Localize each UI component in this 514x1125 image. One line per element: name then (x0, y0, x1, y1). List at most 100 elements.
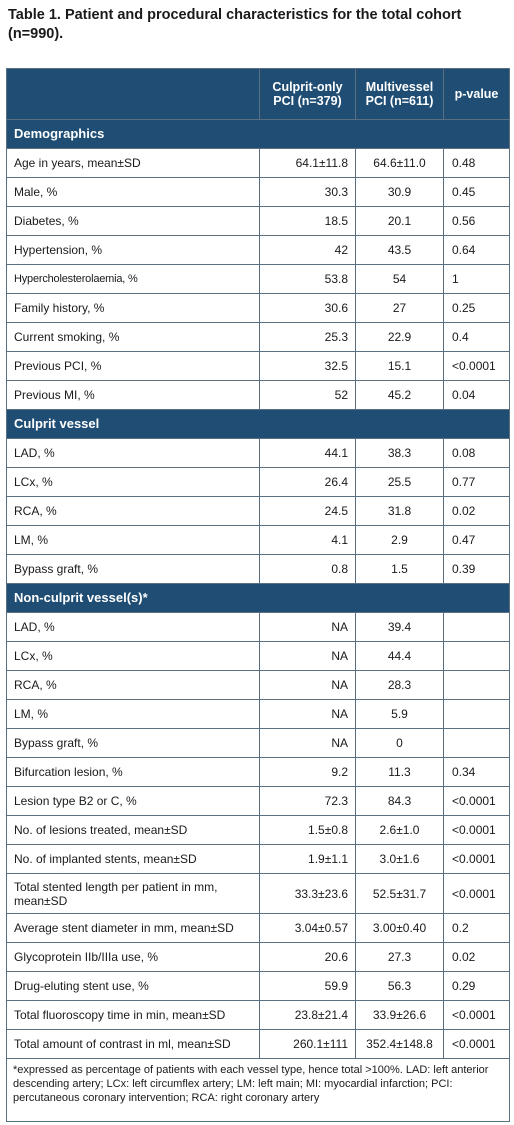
multivessel-value: 15.1 (355, 351, 444, 381)
p-value: <0.0001 (443, 1000, 510, 1030)
multivessel-value: 84.3 (355, 786, 444, 816)
multivessel-value: 22.9 (355, 322, 444, 352)
multivessel-value: 56.3 (355, 971, 444, 1001)
row-label: RCA, % (6, 496, 260, 526)
table-row: Lesion type B2 or C, % 72.3 84.3 <0.0001 (6, 786, 510, 816)
table-title: Table 1. Patient and procedural characte… (8, 7, 462, 42)
table-row: Total fluoroscopy time in min, mean±SD 23… (6, 1000, 510, 1030)
row-label: Drug-eluting stent use, % (6, 971, 260, 1001)
culprit-only-value: 32.5 (259, 351, 356, 381)
row-label: Bifurcation lesion, % (6, 757, 260, 787)
row-label: LAD, % (6, 438, 260, 468)
section-label: Non-culprit vessel(s)* (6, 583, 510, 613)
p-value: 0.04 (443, 380, 510, 410)
culprit-only-value: 52 (259, 380, 356, 410)
table-row: Bypass graft, % NA 0 (6, 728, 510, 758)
culprit-only-value: NA (259, 641, 356, 671)
culprit-only-value: 4.1 (259, 525, 356, 555)
culprit-only-value: 26.4 (259, 467, 356, 497)
multivessel-value: 3.00±0.40 (355, 913, 444, 943)
footnote-row: *expressed as percentage of patients wit… (6, 1058, 510, 1122)
culprit-only-value: 64.1±11.8 (259, 148, 356, 178)
table-row: Male, % 30.3 30.9 0.45 (6, 177, 510, 207)
p-value: <0.0001 (443, 351, 510, 381)
multivessel-value: 0 (355, 728, 444, 758)
row-label: Total fluoroscopy time in min, mean±SD (6, 1000, 260, 1030)
p-value: 0.4 (443, 322, 510, 352)
table-row: Bypass graft, % 0.8 1.5 0.39 (6, 554, 510, 584)
table-row: RCA, % NA 28.3 (6, 670, 510, 700)
multivessel-value: 20.1 (355, 206, 444, 236)
row-label: Total stented length per patient in mm, … (6, 873, 260, 914)
section-header-non-culprit-vessel: Non-culprit vessel(s)* (6, 583, 510, 613)
p-value: 0.64 (443, 235, 510, 265)
row-label: LCx, % (6, 641, 260, 671)
culprit-only-value: 42 (259, 235, 356, 265)
culprit-only-value: 9.2 (259, 757, 356, 787)
table-row: Hypertension, % 42 43.5 0.64 (6, 235, 510, 265)
multivessel-value: 2.6±1.0 (355, 815, 444, 845)
p-value: 0.39 (443, 554, 510, 584)
row-label: Bypass graft, % (6, 554, 260, 584)
multivessel-value: 30.9 (355, 177, 444, 207)
p-value: <0.0001 (443, 844, 510, 874)
p-value: 0.02 (443, 942, 510, 972)
p-value: 0.29 (443, 971, 510, 1001)
multivessel-value: 45.2 (355, 380, 444, 410)
row-label: Total amount of contrast in ml, mean±SD (6, 1029, 260, 1059)
culprit-only-value: NA (259, 728, 356, 758)
culprit-only-value: 59.9 (259, 971, 356, 1001)
p-value (443, 728, 510, 758)
table-row: Glycoprotein IIb/IIIa use, % 20.6 27.3 0.02 (6, 942, 510, 972)
table-row: RCA, % 24.5 31.8 0.02 (6, 496, 510, 526)
footnote: *expressed as percentage of patients wit… (6, 1058, 510, 1122)
row-label: No. of lesions treated, mean±SD (6, 815, 260, 845)
multivessel-value: 25.5 (355, 467, 444, 497)
table-row: Current smoking, % 25.3 22.9 0.4 (6, 322, 510, 352)
culprit-only-value: 20.6 (259, 942, 356, 972)
multivessel-value: 54 (355, 264, 444, 294)
culprit-only-value: 30.6 (259, 293, 356, 323)
row-label: RCA, % (6, 670, 260, 700)
row-label: Glycoprotein IIb/IIIa use, % (6, 942, 260, 972)
section-label: Demographics (6, 119, 510, 149)
culprit-only-value: 30.3 (259, 177, 356, 207)
row-label: Lesion type B2 or C, % (6, 786, 260, 816)
table-row: LM, % 4.1 2.9 0.47 (6, 525, 510, 555)
table-row: Total amount of contrast in ml, mean±SD 2… (6, 1029, 510, 1059)
p-value (443, 641, 510, 671)
culprit-only-value: 72.3 (259, 786, 356, 816)
row-label: No. of implanted stents, mean±SD (6, 844, 260, 874)
table-row: No. of lesions treated, mean±SD 1.5±0.8 2.… (6, 815, 510, 845)
row-label: Male, % (6, 177, 260, 207)
table-row: Bifurcation lesion, % 9.2 11.3 0.34 (6, 757, 510, 787)
table-row: Hypercholesterolaemia, % 53.8 54 1 (6, 264, 510, 294)
multivessel-value: 28.3 (355, 670, 444, 700)
multivessel-value: 27 (355, 293, 444, 323)
row-label: Current smoking, % (6, 322, 260, 352)
table-row: Average stent diameter in mm, mean±SD 3.0… (6, 913, 510, 943)
p-value: 0.25 (443, 293, 510, 323)
table-row: Drug-eluting stent use, % 59.9 56.3 0.29 (6, 971, 510, 1001)
row-label: LM, % (6, 525, 260, 555)
culprit-only-value: NA (259, 670, 356, 700)
multivessel-value: 64.6±11.0 (355, 148, 444, 178)
table-row: Previous PCI, % 32.5 15.1 <0.0001 (6, 351, 510, 381)
culprit-only-value: 0.8 (259, 554, 356, 584)
multivessel-value: 11.3 (355, 757, 444, 787)
table-row: Diabetes, % 18.5 20.1 0.56 (6, 206, 510, 236)
table-row: LCx, % NA 44.4 (6, 641, 510, 671)
culprit-only-value: 260.1±111 (259, 1029, 356, 1059)
p-value: 0.45 (443, 177, 510, 207)
culprit-only-value: 44.1 (259, 438, 356, 468)
table-row: LM, % NA 5.9 (6, 699, 510, 729)
table-row: No. of implanted stents, mean±SD 1.9±1.1 3… (6, 844, 510, 874)
multivessel-value: 352.4±148.8 (355, 1029, 444, 1059)
culprit-only-value: NA (259, 699, 356, 729)
table-body: Demographics Age in years, mean±SD 64.1±1… (6, 119, 510, 1122)
multivessel-value: 33.9±26.6 (355, 1000, 444, 1030)
row-label: Previous MI, % (6, 380, 260, 410)
p-value: 0.56 (443, 206, 510, 236)
p-value: 0.47 (443, 525, 510, 555)
multivessel-value: 27.3 (355, 942, 444, 972)
